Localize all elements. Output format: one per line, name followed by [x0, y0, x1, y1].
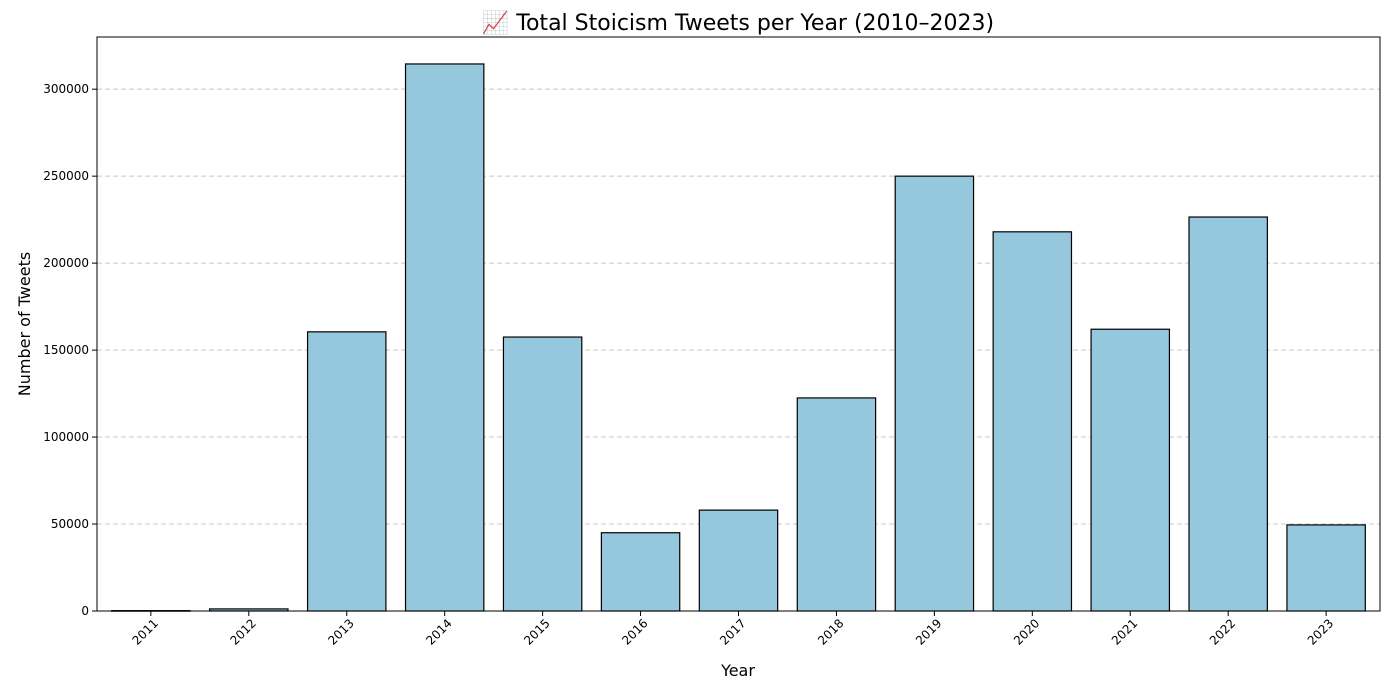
x-tick-label: 2018: [815, 616, 846, 647]
bar-2016: [600, 532, 681, 612]
bar-2022: [1188, 216, 1268, 612]
bar-2013: [306, 331, 387, 612]
bar-2019: [894, 175, 975, 612]
x-tick-label: 2020: [1011, 616, 1042, 647]
chart-title: 📈 Total Stoicism Tweets per Year (2010–2…: [482, 10, 994, 36]
y-tick-label: 250000: [43, 169, 89, 183]
x-tick-label: 2022: [1207, 616, 1238, 647]
bar-2018: [796, 397, 877, 612]
bars: [111, 63, 1366, 612]
y-tick-label: 300000: [43, 82, 89, 96]
y-tick-label: 150000: [43, 343, 89, 357]
axes: [92, 36, 1381, 616]
y-tick-label: 50000: [51, 517, 89, 531]
x-tick-label: 2023: [1305, 616, 1336, 647]
x-tick-label: 2019: [913, 616, 944, 647]
x-tick-label: 2021: [1109, 616, 1140, 647]
bar-2023: [1286, 524, 1366, 612]
bar-2021: [1090, 328, 1171, 612]
x-axis-title: Year: [720, 661, 755, 680]
x-tick-label: 2014: [423, 616, 454, 647]
y-tick-label: 100000: [43, 430, 89, 444]
bar-2017: [698, 509, 779, 612]
x-tick-label: 2013: [325, 616, 356, 647]
x-tick-label: 2015: [521, 616, 552, 647]
bar-2015: [502, 336, 583, 612]
y-tick-label: 200000: [43, 256, 89, 270]
bar-2014: [404, 63, 485, 612]
x-tick-label: 2017: [717, 616, 748, 647]
x-tick-label: 2011: [129, 616, 160, 647]
x-tick-label: 2016: [619, 616, 650, 647]
y-tick-label: 0: [81, 604, 89, 618]
bar-2020: [992, 231, 1073, 612]
y-axis-title: Number of Tweets: [15, 252, 34, 396]
plot-frame: [96, 36, 1381, 612]
x-tick-label: 2012: [227, 616, 258, 647]
grid-lines: [97, 88, 1380, 525]
